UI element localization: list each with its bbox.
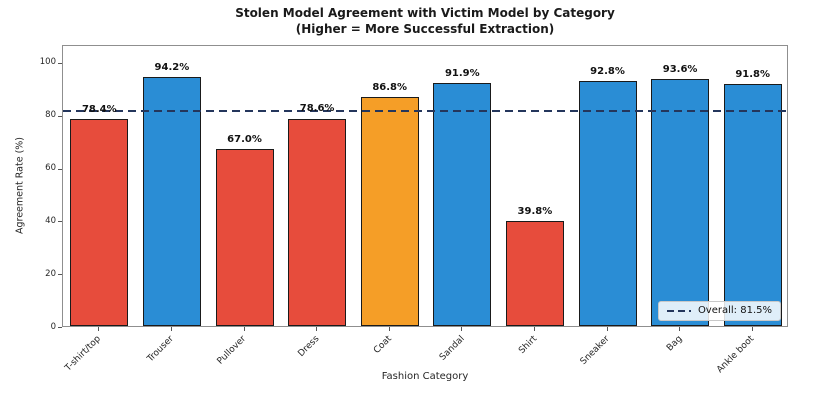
legend-dash-icon [666, 309, 691, 312]
bar-pullover [216, 149, 274, 326]
y-axis-label: Agreement Rate (%) [14, 136, 26, 235]
bar-value-label: 78.4% [81, 104, 117, 115]
y-tick-label: 100 [39, 57, 56, 68]
y-tick-mark [58, 169, 62, 170]
y-tick-label: 80 [45, 110, 56, 121]
x-axis-label: Fashion Category [381, 371, 469, 382]
bar-value-label: 86.8% [372, 81, 408, 93]
bar-ankle-boot [724, 83, 782, 326]
x-tick-mark [244, 327, 245, 331]
x-tick-mark [752, 327, 753, 331]
bar-coat [361, 96, 419, 326]
x-tick-mark [607, 327, 608, 331]
chart-title: Stolen Model Agreement with Victim Model… [235, 6, 615, 20]
bar-shirt [506, 220, 564, 326]
x-tick-mark [461, 327, 462, 331]
y-tick-mark [58, 63, 62, 64]
bar-value-label: 93.6% [662, 63, 698, 75]
bar-value-label: 91.8% [735, 68, 771, 80]
x-tick-label: Dress [296, 334, 322, 360]
chart-subtitle: (Higher = More Successful Extraction) [295, 21, 555, 36]
bar-value-label: 67.0% [227, 134, 262, 146]
x-tick-mark [389, 327, 390, 331]
x-tick-label: Sandal [437, 334, 467, 363]
bar-sneaker [579, 81, 637, 326]
bar-dress [288, 118, 346, 326]
y-tick-label: 0 [50, 321, 56, 332]
y-tick-mark [58, 274, 62, 275]
bar-sandal [433, 83, 491, 326]
overall-average-line [63, 109, 787, 112]
bar-value-label: 91.9% [444, 68, 480, 80]
y-tick-label: 40 [45, 215, 56, 226]
bar-value-label: 39.8% [517, 205, 553, 217]
x-tick-label: Trouser [145, 334, 176, 365]
bar-t-shirt-top [70, 119, 128, 326]
y-tick-label: 20 [45, 268, 56, 279]
y-tick-mark [58, 327, 62, 328]
x-tick-mark [171, 327, 172, 331]
x-tick-mark [98, 327, 99, 331]
x-tick-label: Sneaker [578, 334, 612, 367]
chart-title-block: Stolen Model Agreement with Victim Model… [62, 6, 788, 37]
x-tick-mark [679, 327, 680, 331]
x-tick-label: Shirt [516, 334, 539, 357]
y-tick-mark [58, 116, 62, 117]
y-tick-label: 60 [45, 163, 56, 174]
bar-bag [651, 78, 709, 326]
legend: Overall: 81.5% [657, 301, 781, 321]
x-tick-label: Ankle boot [715, 334, 757, 376]
x-tick-label: Pullover [216, 334, 249, 367]
x-tick-label: Bag [664, 334, 685, 354]
x-tick-mark [316, 327, 317, 331]
y-tick-mark [58, 221, 62, 222]
bar-value-label: 92.8% [590, 65, 625, 77]
bar-value-label: 78.6% [299, 103, 335, 115]
x-tick-label: Coat [371, 334, 394, 356]
x-tick-label: T-shirt/top [63, 334, 104, 374]
legend-label: Overall: 81.5% [697, 305, 772, 316]
plot-area: Overall: 81.5% 78.4% 94.2% 67.0% 78.6% 86.8%… [62, 45, 788, 327]
x-tick-mark [534, 327, 535, 331]
bar-trouser [143, 77, 201, 326]
bar-value-label: 94.2% [154, 62, 190, 74]
